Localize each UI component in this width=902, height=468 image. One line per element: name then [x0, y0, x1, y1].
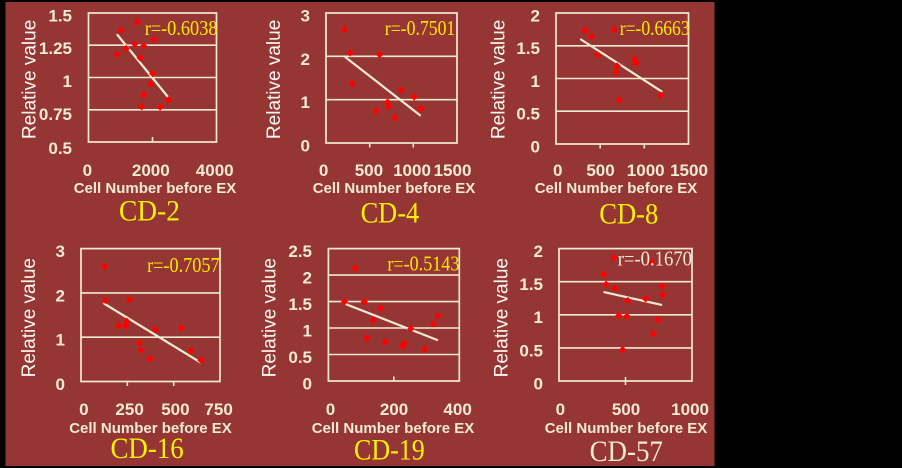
- svg-text:2: 2: [531, 7, 540, 26]
- svg-text:CD-16: CD-16: [111, 432, 184, 465]
- svg-text:2: 2: [301, 50, 310, 69]
- svg-text:r=-0.7501: r=-0.7501: [385, 16, 456, 40]
- svg-text:r=-0.5143: r=-0.5143: [387, 251, 459, 275]
- svg-text:500: 500: [355, 161, 383, 180]
- svg-text:1.5: 1.5: [516, 39, 540, 58]
- svg-text:1: 1: [63, 72, 72, 91]
- svg-text:200: 200: [380, 400, 408, 419]
- svg-text:Cell Number before EX: Cell Number before EX: [74, 180, 237, 197]
- svg-text:3: 3: [301, 7, 310, 26]
- svg-text:1500: 1500: [434, 161, 472, 180]
- svg-text:500: 500: [586, 161, 614, 180]
- svg-text:Relative value: Relative value: [264, 20, 285, 139]
- svg-text:CD-2: CD-2: [119, 195, 180, 228]
- svg-text:Relative value: Relative value: [489, 20, 510, 139]
- svg-text:1.5: 1.5: [48, 6, 72, 25]
- svg-text:750: 750: [204, 400, 232, 419]
- svg-text:0: 0: [326, 400, 335, 419]
- svg-text:1.5: 1.5: [288, 295, 312, 314]
- svg-text:Cell Number before EX: Cell Number before EX: [312, 420, 475, 437]
- svg-text:CD-8: CD-8: [599, 198, 658, 231]
- svg-text:CD-4: CD-4: [361, 197, 420, 230]
- svg-text:250: 250: [115, 400, 143, 419]
- svg-text:1: 1: [56, 331, 65, 350]
- svg-text:0: 0: [553, 161, 562, 180]
- svg-text:2.5: 2.5: [288, 242, 312, 261]
- svg-text:0: 0: [534, 374, 543, 393]
- svg-text:1000: 1000: [393, 161, 431, 180]
- svg-text:1.25: 1.25: [39, 39, 72, 58]
- svg-text:1000: 1000: [671, 400, 709, 419]
- svg-text:Cell Number before EX: Cell Number before EX: [535, 180, 698, 197]
- svg-text:Relative value: Relative value: [260, 258, 281, 377]
- svg-text:1: 1: [531, 72, 540, 91]
- svg-text:CD-57: CD-57: [590, 435, 663, 468]
- svg-text:r=-0.7057: r=-0.7057: [147, 253, 220, 277]
- svg-text:1: 1: [534, 308, 543, 327]
- svg-text:400: 400: [443, 400, 471, 419]
- svg-text:2000: 2000: [132, 161, 170, 180]
- svg-text:r=-0.6663: r=-0.6663: [620, 16, 690, 40]
- svg-text:1: 1: [301, 93, 310, 112]
- svg-text:Cell Number before EX: Cell Number before EX: [69, 420, 232, 437]
- svg-text:Relative value: Relative value: [19, 20, 40, 139]
- svg-text:Relative value: Relative value: [492, 258, 513, 377]
- svg-text:0.5: 0.5: [288, 348, 312, 367]
- svg-text:Cell Number before EX: Cell Number before EX: [313, 180, 476, 197]
- svg-text:1500: 1500: [670, 161, 708, 180]
- svg-text:0: 0: [556, 400, 565, 419]
- svg-text:0: 0: [79, 400, 88, 419]
- svg-text:Relative value: Relative value: [19, 258, 40, 377]
- svg-text:0: 0: [301, 137, 310, 156]
- svg-text:CD-19: CD-19: [354, 433, 425, 466]
- svg-text:1.5: 1.5: [519, 275, 543, 294]
- svg-text:0.5: 0.5: [516, 105, 540, 124]
- svg-text:2: 2: [534, 242, 543, 261]
- svg-text:3: 3: [56, 242, 65, 261]
- svg-text:Cell Number before EX: Cell Number before EX: [545, 420, 708, 437]
- svg-text:0: 0: [303, 374, 312, 393]
- svg-text:0.75: 0.75: [39, 105, 72, 124]
- svg-text:500: 500: [612, 400, 640, 419]
- svg-text:2: 2: [56, 286, 65, 305]
- svg-text:2: 2: [303, 269, 312, 288]
- svg-text:4000: 4000: [196, 161, 234, 180]
- svg-text:0: 0: [319, 161, 328, 180]
- svg-text:0.5: 0.5: [519, 341, 543, 360]
- svg-text:0: 0: [56, 375, 65, 394]
- svg-text:0: 0: [83, 161, 92, 180]
- svg-text:1: 1: [303, 321, 312, 340]
- svg-text:500: 500: [161, 400, 189, 419]
- svg-text:0: 0: [531, 138, 540, 157]
- svg-text:r=-0.6038: r=-0.6038: [145, 16, 218, 40]
- svg-text:0.5: 0.5: [48, 139, 72, 158]
- svg-text:1000: 1000: [627, 161, 665, 180]
- svg-text:r=-0.1670: r=-0.1670: [618, 247, 692, 271]
